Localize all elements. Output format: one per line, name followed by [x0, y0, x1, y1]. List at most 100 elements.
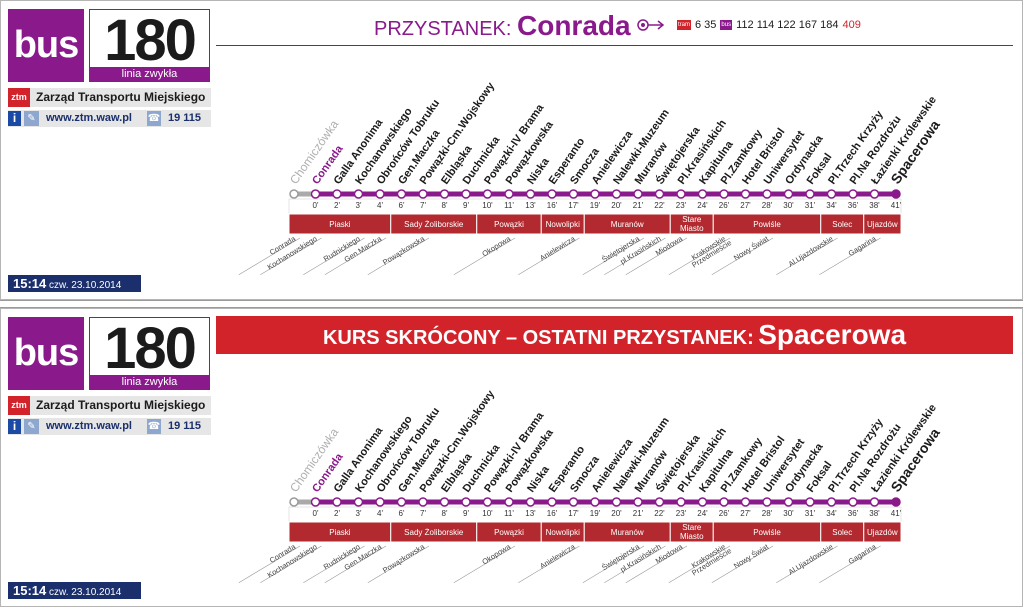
district-label: Nowolipki — [546, 528, 580, 537]
stop-time: 9' — [463, 201, 469, 210]
street-leader-line — [303, 545, 365, 583]
stop-marker — [697, 189, 708, 199]
stop-marker — [568, 497, 579, 507]
stop-time: 20' — [611, 201, 622, 210]
stop-time: 27' — [740, 201, 751, 210]
stop-marker — [310, 189, 321, 199]
street-leader-line — [819, 545, 881, 583]
stop-marker — [332, 189, 342, 199]
street-leader-line — [711, 545, 774, 583]
stop-marker — [869, 189, 880, 199]
stop-time: 34' — [826, 509, 837, 518]
short-course-banner: KURS SKRÓCONY – OSTATNI PRZYSTANEK: Spac… — [216, 316, 1013, 354]
stop-marker — [525, 189, 536, 199]
stop-time: 22' — [654, 201, 665, 210]
tram-lines: 6 35 — [695, 19, 717, 31]
stop-marker — [547, 497, 557, 507]
stop-marker — [504, 497, 514, 507]
stop-marker — [375, 189, 385, 199]
stop-marker — [654, 497, 665, 507]
night-line: 409 — [842, 19, 861, 31]
bus-tag: bus — [720, 20, 733, 30]
timestamp-date: czw. 23.10.2014 — [49, 280, 122, 291]
stop-time: 36' — [848, 201, 859, 210]
contact-row: i ✎ www.ztm.waw.pl ☎ 19 115 — [8, 418, 211, 435]
website-link[interactable]: www.ztm.waw.pl — [46, 112, 132, 124]
district-label: Stare — [682, 523, 702, 532]
banner-stop: Spacerowa — [758, 319, 907, 350]
street-label: Okopowa — [480, 234, 512, 259]
stop-time: 0' — [313, 509, 319, 518]
street-label: Okopowa — [480, 542, 512, 567]
stop-marker — [525, 497, 536, 507]
street-leader-line — [668, 237, 731, 275]
stop-time: 30' — [783, 201, 794, 210]
operator-row: ztm Zarząd Transportu Miejskiego — [8, 396, 211, 415]
district-label: Miasto — [680, 532, 704, 541]
stop-time: 19' — [590, 201, 601, 210]
stop-time: 13' — [525, 509, 536, 518]
line-number-box: 180 linia zwykła — [89, 317, 210, 390]
stop-marker — [547, 189, 557, 199]
stop-marker — [762, 189, 772, 199]
stop-time: 2' — [334, 509, 340, 518]
stop-marker — [439, 189, 450, 199]
stop-time: 36' — [848, 509, 859, 518]
tram-tag: tram — [677, 20, 691, 30]
stop-marker — [439, 497, 450, 507]
stop-time: 6' — [399, 201, 405, 210]
street-leader-line — [453, 237, 516, 275]
stop-time: 19' — [590, 509, 601, 518]
stop-time: 38' — [869, 509, 880, 518]
stop-marker — [461, 189, 471, 199]
street-leader-line — [238, 237, 301, 275]
line-number: 180 — [104, 316, 197, 381]
district-label: Sady Żoliborskie — [404, 528, 464, 537]
stop-time: 22' — [654, 509, 665, 518]
website-link[interactable]: www.ztm.waw.pl — [46, 420, 132, 432]
district-label: Solec — [832, 528, 852, 537]
stop-marker — [353, 189, 364, 199]
stop-marker — [396, 497, 407, 507]
street-label: Al.Ujazdowskie — [787, 234, 835, 269]
stop-marker — [805, 497, 815, 507]
stop-time: 9' — [463, 509, 469, 518]
stop-time: 17' — [568, 509, 579, 518]
stop-marker — [482, 189, 493, 199]
stop-time: 21' — [633, 201, 644, 210]
stop-time: 16' — [547, 201, 558, 210]
street-label: Powązkowska — [381, 542, 427, 575]
stop-marker — [740, 497, 751, 507]
street-leader-line — [324, 237, 387, 275]
phone-number: 19 115 — [168, 420, 202, 432]
route-diagram: Piaski Sady Żoliborskie Powązki Nowolipki Mu… — [238, 80, 943, 275]
district-label: Muranów — [611, 528, 644, 537]
stop-time: 6' — [399, 509, 405, 518]
stop-time: 28' — [762, 509, 773, 518]
stop-time: 10' — [482, 509, 493, 518]
route-diagram: Piaski Sady Żoliborskie Powązki Nowolipki Mu… — [238, 388, 943, 583]
street-leader-line — [711, 237, 774, 275]
ztm-logo-icon: ztm — [8, 396, 30, 415]
stop-time: 13' — [525, 201, 536, 210]
street-leader-line — [260, 237, 322, 275]
stop-time: 28' — [762, 201, 773, 210]
street-leader-line — [238, 545, 301, 583]
street-leader-line — [367, 237, 430, 275]
stop-marker — [633, 497, 643, 507]
timestamp-date: czw. 23.10.2014 — [49, 587, 122, 598]
phone-number: 19 115 — [168, 112, 202, 124]
transfer-arrow-icon — [637, 19, 665, 31]
stop-time: 8' — [442, 509, 448, 518]
district-label: Powiśle — [753, 220, 781, 229]
title-rule — [216, 45, 1013, 46]
stop-marker — [418, 189, 428, 199]
timestamp: 15:14 czw. 23.10.2014 — [8, 582, 141, 599]
stop-time: 41' — [891, 201, 902, 210]
stop-time: 23' — [676, 201, 687, 210]
street-leader-line — [518, 545, 580, 583]
stop-marker — [848, 497, 858, 507]
line-number-box: 180 linia zwykła — [89, 9, 210, 82]
board-separator — [0, 300, 1023, 308]
stop-marker-past — [289, 497, 299, 507]
